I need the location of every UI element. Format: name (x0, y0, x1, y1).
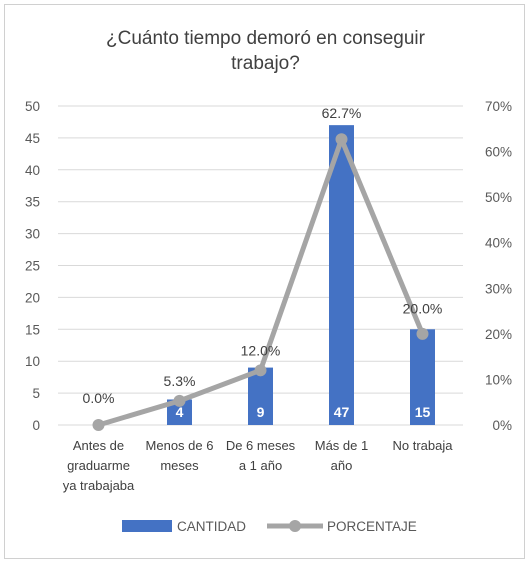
x-category-label: ya trabajaba (63, 478, 135, 493)
line-point (92, 419, 105, 431)
x-category-label: año (331, 458, 353, 473)
chart-title-line-2: trabajo? (231, 53, 300, 74)
y-left-tick-label: 25 (25, 259, 40, 274)
bar-value-label: 4 (176, 404, 184, 420)
y-right-tick-label: 50% (485, 190, 512, 205)
x-category-label: a 1 año (239, 458, 282, 473)
line-value-label: 12.0% (241, 342, 281, 358)
legend-label-cantidad: CANTIDAD (177, 519, 246, 534)
x-category-label: No trabaja (393, 438, 454, 453)
y-left-tick-label: 0 (32, 418, 40, 433)
bar (410, 329, 435, 425)
bar-value-label: 0 (95, 408, 103, 424)
chart-title-line-1: ¿Cuánto tiempo demoró en conseguir (106, 28, 425, 49)
y-left-tick-label: 5 (32, 386, 40, 401)
chart-frame (4, 4, 525, 559)
x-category-label: De 6 meses (226, 438, 296, 453)
y-left-tick-label: 40 (25, 163, 40, 178)
legend-swatch-cantidad (122, 520, 172, 532)
y-left-tick-label: 45 (25, 131, 40, 146)
bar (248, 367, 273, 425)
x-category-label: graduarme (67, 458, 130, 473)
line-point (254, 364, 267, 377)
legend-marker-porcentaje (289, 520, 301, 532)
y-left-tick-label: 10 (25, 354, 40, 369)
y-left-tick-label: 20 (25, 290, 40, 305)
chart-title: ¿Cuánto tiempo demoró en conseguir traba… (0, 26, 531, 76)
y-left-tick-label: 15 (25, 322, 40, 337)
line-value-label: 62.7% (322, 105, 362, 121)
y-right-tick-label: 10% (485, 372, 512, 387)
bar-value-label: 15 (415, 404, 431, 420)
y-right-tick-label: 20% (485, 327, 512, 342)
line-point (335, 133, 348, 146)
x-category-label: Menos de 6 (146, 438, 214, 453)
line-value-label: 0.0% (83, 390, 115, 406)
y-left-tick-label: 50 (25, 99, 40, 114)
y-left-tick-label: 35 (25, 195, 40, 210)
y-right-tick-label: 70% (485, 99, 512, 114)
line-point (416, 327, 429, 340)
line-value-label: 5.3% (164, 373, 196, 389)
y-right-tick-label: 40% (485, 236, 512, 251)
bar-value-label: 47 (334, 404, 350, 420)
y-right-tick-label: 60% (485, 145, 512, 160)
line-point (173, 394, 186, 407)
bar (329, 125, 354, 425)
x-category-label: meses (160, 458, 199, 473)
y-right-tick-label: 30% (485, 281, 512, 296)
bar-value-label: 9 (257, 404, 265, 420)
y-left-tick-label: 30 (25, 227, 40, 242)
legend-label-porcentaje: PORCENTAJE (327, 519, 417, 534)
x-category-label: Antes de (73, 438, 124, 453)
x-category-label: Más de 1 (315, 438, 368, 453)
line-value-label: 20.0% (403, 300, 443, 316)
y-right-tick-label: 0% (492, 418, 512, 433)
